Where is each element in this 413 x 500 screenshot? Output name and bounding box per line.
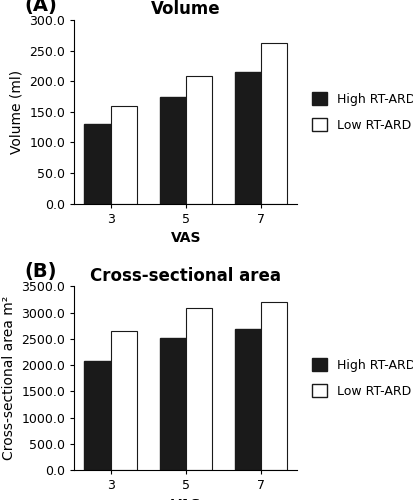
Bar: [261, 302, 287, 470]
Legend: High RT-ARD, Low RT-ARD: High RT-ARD, Low RT-ARD: [308, 354, 413, 402]
X-axis label: VAS: VAS: [171, 498, 201, 500]
Title: Volume: Volume: [151, 0, 221, 18]
Bar: [85, 361, 111, 470]
Bar: [111, 332, 137, 470]
Text: (A): (A): [25, 0, 58, 15]
Title: Cross-sectional area: Cross-sectional area: [90, 267, 281, 285]
Bar: [261, 44, 287, 203]
Bar: [111, 106, 137, 204]
Bar: [85, 124, 111, 204]
Bar: [159, 96, 186, 204]
Bar: [186, 308, 212, 470]
Text: (B): (B): [25, 262, 57, 281]
Y-axis label: Cross-sectional area m²: Cross-sectional area m²: [2, 296, 16, 460]
Y-axis label: Volume (ml): Volume (ml): [10, 70, 24, 154]
Bar: [235, 330, 261, 470]
X-axis label: VAS: VAS: [171, 232, 201, 245]
Bar: [159, 338, 186, 470]
Bar: [186, 76, 212, 204]
Bar: [235, 72, 261, 204]
Legend: High RT-ARD, Low RT-ARD: High RT-ARD, Low RT-ARD: [308, 88, 413, 136]
